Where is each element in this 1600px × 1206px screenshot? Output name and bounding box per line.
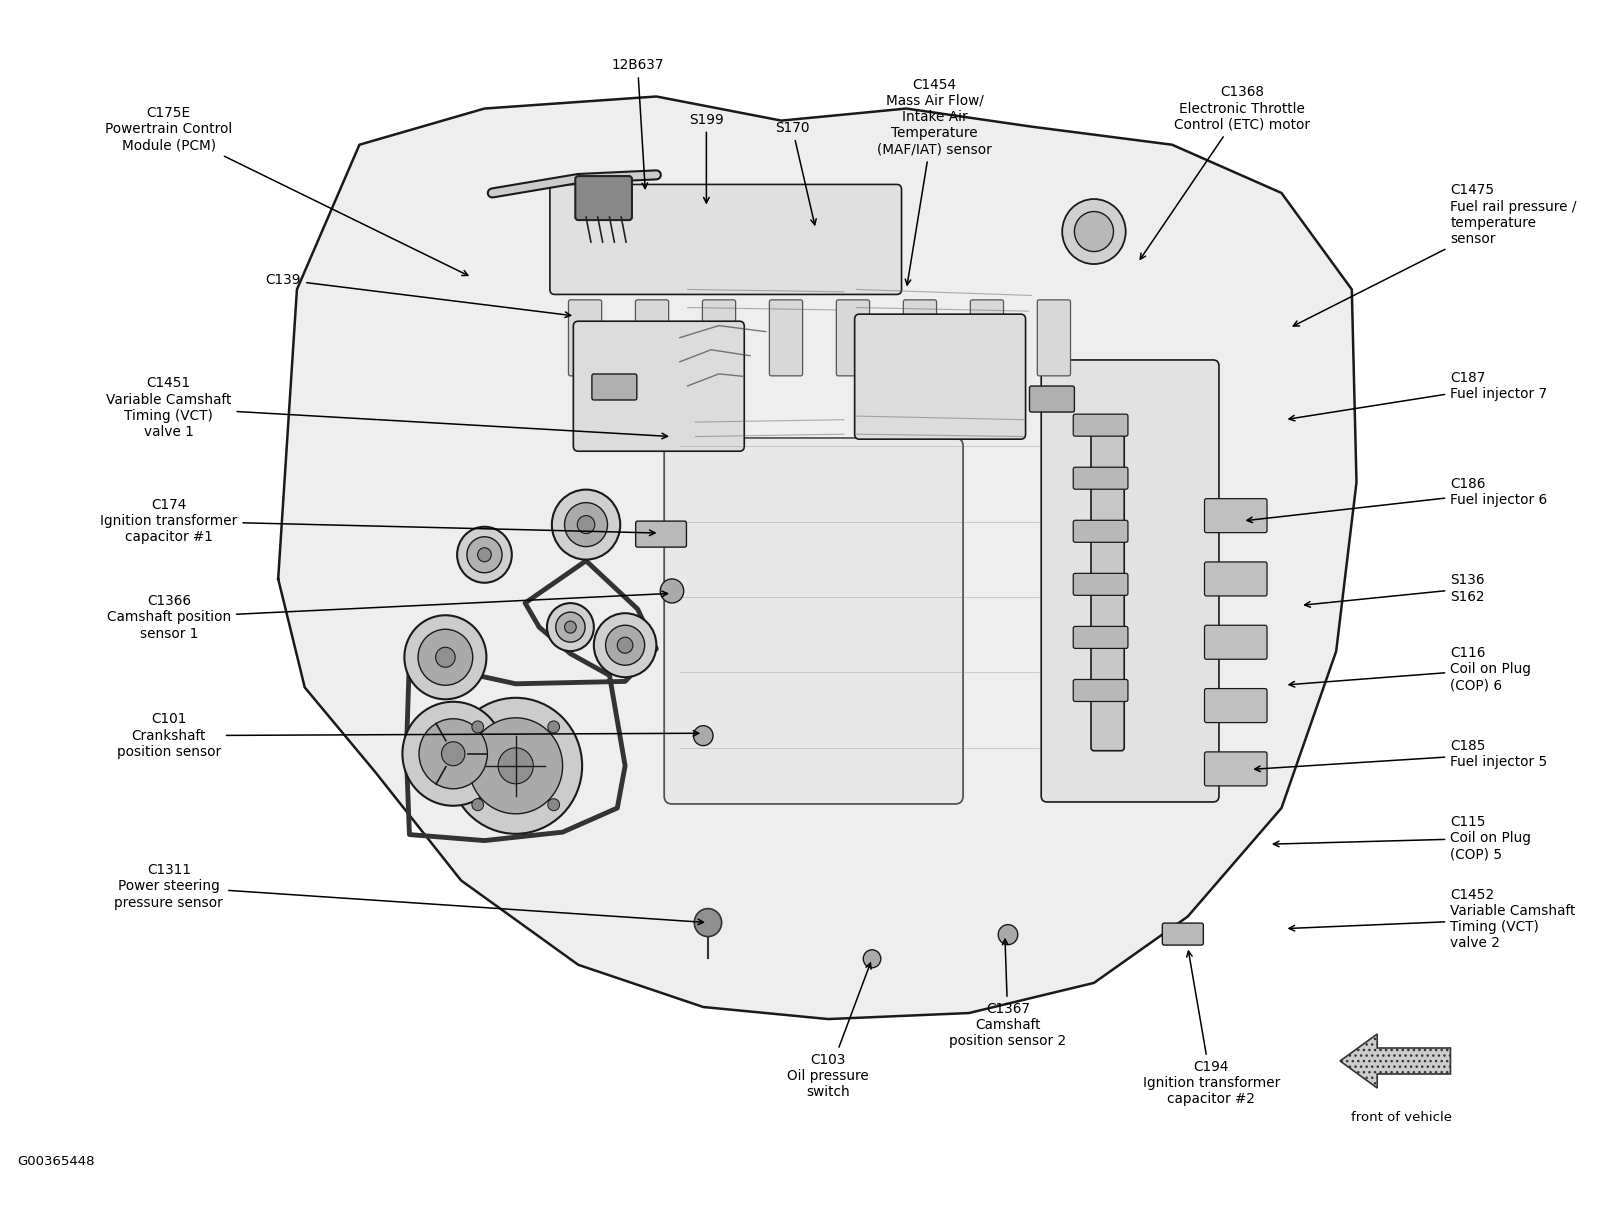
FancyBboxPatch shape <box>837 300 869 376</box>
Circle shape <box>594 613 656 678</box>
FancyBboxPatch shape <box>550 185 901 294</box>
Circle shape <box>405 615 486 699</box>
Text: G00365448: G00365448 <box>18 1155 94 1167</box>
Circle shape <box>661 579 683 603</box>
Text: C187
Fuel injector 7: C187 Fuel injector 7 <box>1290 370 1547 421</box>
FancyBboxPatch shape <box>1074 626 1128 649</box>
FancyBboxPatch shape <box>1074 679 1128 702</box>
FancyBboxPatch shape <box>1074 573 1128 596</box>
Circle shape <box>565 503 608 546</box>
Text: C1366
Camshaft position
sensor 1: C1366 Camshaft position sensor 1 <box>107 591 667 640</box>
Text: C1311
Power steering
pressure sensor: C1311 Power steering pressure sensor <box>115 863 704 925</box>
Text: 12B637: 12B637 <box>611 58 664 188</box>
FancyBboxPatch shape <box>1029 386 1075 412</box>
FancyBboxPatch shape <box>702 300 736 376</box>
Circle shape <box>552 490 621 560</box>
FancyBboxPatch shape <box>1091 434 1125 750</box>
FancyBboxPatch shape <box>592 374 637 400</box>
FancyBboxPatch shape <box>1074 414 1128 437</box>
Text: S136
S162: S136 S162 <box>1304 573 1485 607</box>
Circle shape <box>578 516 595 533</box>
Circle shape <box>547 721 560 733</box>
FancyBboxPatch shape <box>573 321 744 451</box>
Circle shape <box>472 798 483 810</box>
Text: C1454
Mass Air Flow/
Intake Air
Temperature
(MAF/IAT) sensor: C1454 Mass Air Flow/ Intake Air Temperat… <box>877 77 992 285</box>
Circle shape <box>618 637 634 654</box>
FancyBboxPatch shape <box>635 521 686 548</box>
Circle shape <box>694 908 722 937</box>
FancyBboxPatch shape <box>1037 300 1070 376</box>
FancyBboxPatch shape <box>1205 689 1267 722</box>
FancyBboxPatch shape <box>664 438 963 804</box>
Text: C1475
Fuel rail pressure /
temperature
sensor: C1475 Fuel rail pressure / temperature s… <box>1293 183 1576 326</box>
Text: S170: S170 <box>774 121 816 224</box>
Text: C194
Ignition transformer
capacitor #2: C194 Ignition transformer capacitor #2 <box>1142 952 1280 1106</box>
Text: C1451
Variable Camshaft
Timing (VCT)
valve 1: C1451 Variable Camshaft Timing (VCT) val… <box>106 376 667 439</box>
Text: C116
Coil on Plug
(COP) 6: C116 Coil on Plug (COP) 6 <box>1290 646 1531 692</box>
Circle shape <box>498 748 533 784</box>
Ellipse shape <box>1062 199 1126 264</box>
FancyBboxPatch shape <box>1042 359 1219 802</box>
Circle shape <box>547 798 560 810</box>
Text: front of vehicle: front of vehicle <box>1350 1111 1453 1124</box>
Text: S199: S199 <box>690 112 723 203</box>
FancyBboxPatch shape <box>568 300 602 376</box>
Text: C1367
Camshaft
position sensor 2: C1367 Camshaft position sensor 2 <box>949 939 1067 1048</box>
Ellipse shape <box>1075 211 1114 252</box>
FancyBboxPatch shape <box>1162 923 1203 946</box>
Text: C1368
Electronic Throttle
Control (ETC) motor: C1368 Electronic Throttle Control (ETC) … <box>1141 86 1310 259</box>
Circle shape <box>565 621 576 633</box>
Text: C185
Fuel injector 5: C185 Fuel injector 5 <box>1254 738 1547 772</box>
Circle shape <box>403 702 504 806</box>
Circle shape <box>547 603 594 651</box>
Circle shape <box>467 537 502 573</box>
Circle shape <box>418 630 472 685</box>
FancyBboxPatch shape <box>635 300 669 376</box>
Circle shape <box>469 718 563 814</box>
Circle shape <box>864 950 882 967</box>
Circle shape <box>998 925 1018 944</box>
Polygon shape <box>278 96 1357 1019</box>
Circle shape <box>458 527 512 582</box>
FancyBboxPatch shape <box>970 300 1003 376</box>
FancyBboxPatch shape <box>1205 625 1267 660</box>
Text: C174
Ignition transformer
capacitor #1: C174 Ignition transformer capacitor #1 <box>101 498 654 544</box>
Circle shape <box>419 719 488 789</box>
Polygon shape <box>1341 1034 1451 1088</box>
FancyBboxPatch shape <box>1205 751 1267 786</box>
Text: C115
Coil on Plug
(COP) 5: C115 Coil on Plug (COP) 5 <box>1274 815 1531 861</box>
FancyBboxPatch shape <box>1205 562 1267 596</box>
Text: C101
Crankshaft
position sensor: C101 Crankshaft position sensor <box>117 713 699 759</box>
FancyBboxPatch shape <box>576 176 632 219</box>
Text: C1452
Variable Camshaft
Timing (VCT)
valve 2: C1452 Variable Camshaft Timing (VCT) val… <box>1290 888 1576 950</box>
Text: C175E
Powertrain Control
Module (PCM): C175E Powertrain Control Module (PCM) <box>106 106 467 275</box>
Circle shape <box>435 648 454 667</box>
Circle shape <box>472 721 483 733</box>
FancyBboxPatch shape <box>770 300 803 376</box>
Text: C186
Fuel injector 6: C186 Fuel injector 6 <box>1246 476 1547 522</box>
FancyBboxPatch shape <box>1205 498 1267 533</box>
Circle shape <box>605 625 645 666</box>
Circle shape <box>450 698 582 833</box>
Circle shape <box>693 726 714 745</box>
Text: C103
Oil pressure
switch: C103 Oil pressure switch <box>787 962 870 1099</box>
Circle shape <box>442 742 466 766</box>
Text: C139: C139 <box>266 273 571 317</box>
Circle shape <box>555 613 586 642</box>
FancyBboxPatch shape <box>1074 467 1128 490</box>
Circle shape <box>478 548 491 562</box>
FancyBboxPatch shape <box>904 300 936 376</box>
FancyBboxPatch shape <box>854 314 1026 439</box>
FancyBboxPatch shape <box>1074 520 1128 543</box>
